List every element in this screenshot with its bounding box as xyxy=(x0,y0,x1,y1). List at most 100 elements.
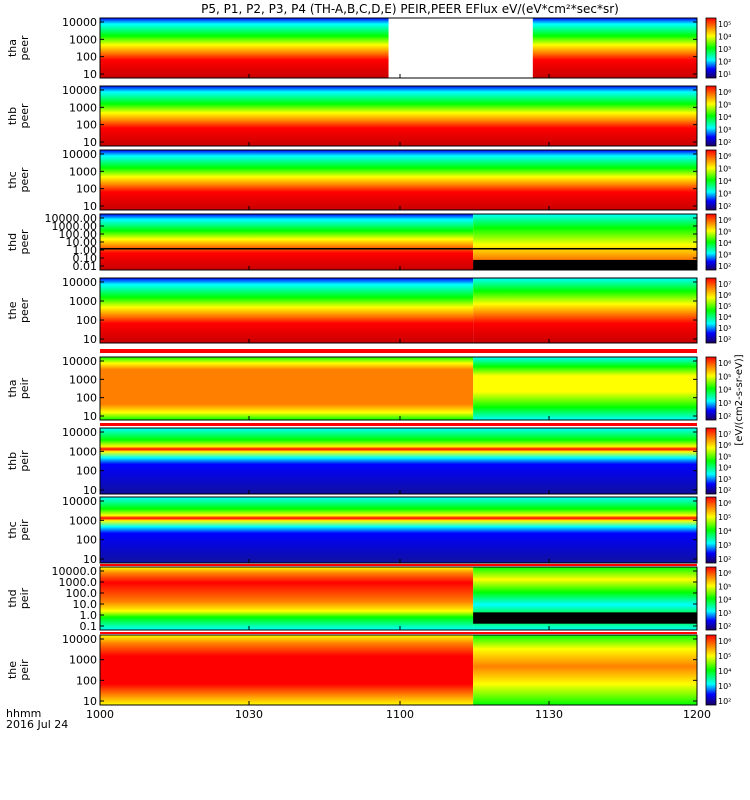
panel-thb-peer-ytick-label: 1000 xyxy=(69,101,97,114)
panel-thb-peer-ytick-label: 10 xyxy=(83,136,97,149)
panel-thd-peer-spectrum xyxy=(100,214,474,270)
panel-thb-peir-ytick-label: 10000 xyxy=(62,426,97,439)
panel-thc-peir-ytick-label: 100 xyxy=(76,534,97,547)
panel-thd-peir-ytick-label: 0.1 xyxy=(80,620,98,633)
panel-thc-peir-spectrum xyxy=(100,497,697,563)
panel-the-peir-spectrum-after xyxy=(473,635,697,705)
panel-thd-peir-ytick-label: 1.0 xyxy=(80,609,98,622)
panel-the-peer-spectrum-after xyxy=(473,278,697,343)
panel-thb-peer-frame xyxy=(99,85,698,147)
panel-the-peer-ylabel-probe: the xyxy=(6,301,19,319)
panel-thb-peir xyxy=(99,427,717,495)
panel-the-peer-ytick-label: 1000 xyxy=(69,295,97,308)
panel-thc-peir-colorbar-tick: 10³ xyxy=(718,541,731,550)
panel-thd-peer-colorbar-tick: 10³ xyxy=(718,251,731,260)
panel-tha-peir-colorbar xyxy=(705,356,717,421)
panel-thc-peir-ylabel-species: peir xyxy=(18,519,31,541)
panel-tha-peir-colorbar-tick: 10³ xyxy=(718,399,731,408)
panel-tha-peer-data-gap xyxy=(388,18,533,78)
panel-thb-peer-ylabel-probe: thb xyxy=(6,107,19,125)
panel-tha-peir-colorbar-tick: 10⁴ xyxy=(718,386,731,395)
panel-tha-peir-ytick-label: 10000 xyxy=(62,355,97,368)
panel-thb-peir-ytick-label: 1000 xyxy=(69,445,97,458)
panel-thb-peer-ytick-label: 10000 xyxy=(62,84,97,97)
panel-the-peir-ytick-label: 100 xyxy=(76,674,97,687)
flag-strip-2 xyxy=(100,564,697,566)
flag-strip-0 xyxy=(100,349,697,353)
panel-thc-peer-colorbar-tick: 10² xyxy=(718,202,731,211)
panel-thb-peer-ytick-label: 100 xyxy=(76,119,97,132)
panel-thd-peer-colorbar-tick: 10⁶ xyxy=(718,216,731,225)
panel-the-peer-colorbar-tick: 10⁵ xyxy=(718,302,731,311)
panel-the-peer-colorbar-tick: 10⁴ xyxy=(718,313,731,322)
panel-the-peer-colorbar-tick: 10⁶ xyxy=(718,291,731,300)
panel-thd-peir-ylabel-probe: thd xyxy=(6,589,19,607)
panel-thd-peer xyxy=(99,213,717,271)
panel-the-peir-colorbar-tick: 10³ xyxy=(718,682,731,691)
panel-thd-peer-colorbar-tick: 10² xyxy=(718,262,731,271)
panel-thd-peir-ytick-label: 10.0 xyxy=(73,598,98,611)
panel-tha-peer-frame xyxy=(99,17,698,79)
panel-thd-peir-colorbar-tick: 10⁵ xyxy=(718,582,731,591)
panel-thb-peir-colorbar-tick: 10⁶ xyxy=(718,441,731,450)
panel-thd-peir xyxy=(99,566,717,631)
panel-thb-peir-ytick-label: 100 xyxy=(76,465,97,478)
panel-thd-peer-colorbar-tick: 10⁴ xyxy=(718,239,731,248)
panel-thd-peer-ylabel-species: peer xyxy=(18,229,31,255)
panel-the-peir-spectrum xyxy=(100,635,474,705)
panel-thc-peer-colorbar-tick: 10⁶ xyxy=(718,152,731,161)
panel-thb-peir-colorbar-tick: 10⁷ xyxy=(718,430,731,439)
panel-the-peir-ytick-label: 1000 xyxy=(69,654,97,667)
panel-the-peir-colorbar-tick: 10² xyxy=(718,697,731,706)
panel-thd-peer-low-band xyxy=(473,259,697,270)
panel-tha-peir-colorbar-tick: 10⁵ xyxy=(718,372,731,381)
panel-thc-peer-colorbar-tick: 10⁵ xyxy=(718,165,731,174)
panel-thd-peir-low-band xyxy=(473,612,697,624)
panel-thc-peer-frame xyxy=(99,149,698,211)
panel-thc-peer-colorbar-tick: 10³ xyxy=(718,190,731,199)
panel-tha-peir-ytick-label: 1000 xyxy=(69,373,97,386)
panel-tha-peer-colorbar-tick: 10¹ xyxy=(718,70,731,79)
panel-thd-peer-ylabel-probe: thd xyxy=(6,233,19,251)
panel-tha-peir-ytick-label: 10 xyxy=(83,410,97,423)
panel-thd-peer-ytick-label: 10.00 xyxy=(66,236,98,249)
panel-thb-peer-spectrum xyxy=(100,86,697,146)
panel-the-peer-colorbar-tick: 10³ xyxy=(718,324,731,333)
panel-thd-peir-ytick-label: 100.0 xyxy=(66,587,98,600)
panel-thc-peir-colorbar-tick: 10⁵ xyxy=(718,513,731,522)
panel-thb-peer-colorbar-tick: 10⁴ xyxy=(718,113,731,122)
panel-thb-peir-colorbar-tick: 10² xyxy=(718,486,731,495)
panel-thd-peer-ytick-label: 10000.00 xyxy=(45,212,98,225)
panel-thd-peir-spectrum xyxy=(100,567,474,630)
panel-the-peer-colorbar xyxy=(705,277,717,344)
panel-tha-peer xyxy=(99,17,717,79)
panel-the-peir-frame xyxy=(99,634,698,706)
xtick-label-1200: 1200 xyxy=(683,708,711,721)
panel-thc-peir-ytick-label: 1000 xyxy=(69,514,97,527)
panel-tha-peer-colorbar-tick: 10² xyxy=(718,58,731,67)
panel-thc-peer-ytick-label: 100 xyxy=(76,183,97,196)
panel-the-peer-colorbar-tick: 10² xyxy=(718,335,731,344)
panel-thc-peir-frame xyxy=(99,496,698,564)
panel-thb-peir-colorbar-tick: 10⁵ xyxy=(718,452,731,461)
panel-thb-peir-colorbar-tick: 10³ xyxy=(718,475,731,484)
panel-thc-peir-colorbar-tick: 10⁶ xyxy=(718,499,731,508)
panel-thb-peir-frame xyxy=(99,427,698,495)
panel-thc-peir-ytick-label: 10 xyxy=(83,553,97,566)
panel-thc-peer xyxy=(99,149,717,211)
panel-thd-peir-colorbar-tick: 10² xyxy=(718,622,731,631)
flag-strip-1 xyxy=(100,423,697,426)
panel-thb-peer-colorbar-tick: 10⁶ xyxy=(718,88,731,97)
panel-the-peir-ytick-label: 10 xyxy=(83,695,97,708)
panel-the-peir-ylabel-probe: the xyxy=(6,661,19,679)
panel-tha-peer-ytick-label: 1000 xyxy=(69,33,97,46)
xtick-label-1000: 1000 xyxy=(86,708,114,721)
panel-thd-peer-ytick-label: 1.00 xyxy=(73,244,98,257)
panel-the-peir xyxy=(99,634,717,706)
panel-tha-peir-spectrum-after xyxy=(473,357,697,420)
panel-thc-peir-colorbar-tick: 10² xyxy=(718,555,731,564)
panel-thc-peer-ytick-label: 1000 xyxy=(69,165,97,178)
panel-thd-peer-colorbar xyxy=(705,213,717,271)
